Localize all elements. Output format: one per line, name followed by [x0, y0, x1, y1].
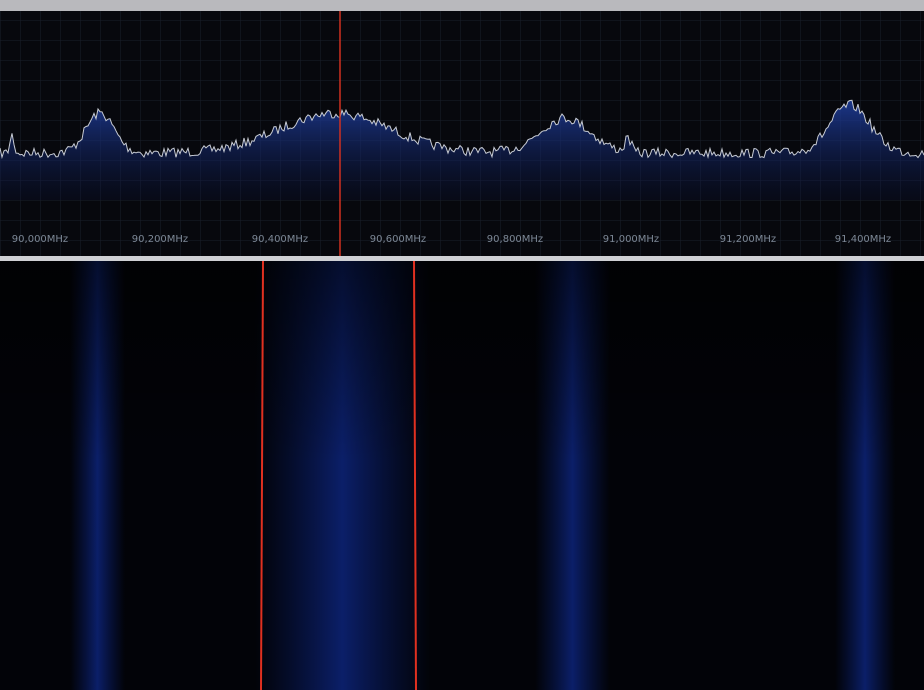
frequency-label: 90,200MHz — [132, 234, 188, 245]
window-strip — [0, 0, 924, 11]
frequency-label: 90,400MHz — [252, 234, 308, 245]
waterfall-shade — [0, 261, 924, 461]
waterfall-panel — [0, 260, 924, 690]
frequency-label: 91,400MHz — [835, 234, 891, 245]
frequency-label: 91,200MHz — [720, 234, 776, 245]
frequency-axis: 90,000MHz 90,200MHz 90,400MHz 90,600MHz … — [12, 234, 891, 245]
spectrum-trace — [0, 99, 924, 160]
bandwidth-marker-left — [260, 260, 264, 690]
spectrum-fill — [0, 100, 924, 200]
frequency-label: 90,800MHz — [487, 234, 543, 245]
frequency-label: 91,000MHz — [603, 234, 659, 245]
bandwidth-marker-right — [413, 260, 417, 690]
frequency-label: 90,600MHz — [370, 234, 426, 245]
panel-separator — [0, 256, 924, 261]
spectrum-grid — [0, 11, 924, 256]
frequency-label: 90,000MHz — [12, 234, 68, 245]
spectrum-panel: 90,000MHz 90,200MHz 90,400MHz 90,600MHz … — [0, 11, 924, 256]
